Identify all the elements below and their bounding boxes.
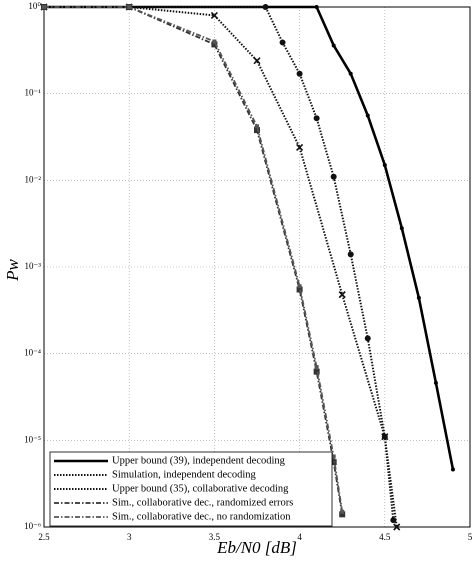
marker — [365, 113, 370, 118]
x-tick-label: 4 — [297, 532, 302, 542]
marker — [339, 511, 346, 518]
x-tick-label: 4.5 — [379, 532, 391, 542]
legend-label: Sim., collaborative dec., no randomizati… — [112, 511, 291, 522]
marker — [296, 70, 303, 77]
x-tick-label: 3 — [127, 532, 132, 542]
plot-layer — [40, 3, 455, 531]
series-line — [44, 6, 398, 528]
x-tick-label: 2.5 — [38, 532, 50, 542]
legend-label: Sim., collaborative dec., randomized err… — [112, 497, 293, 508]
marker — [314, 5, 319, 9]
marker — [262, 4, 269, 10]
marker — [255, 124, 259, 129]
y-tick-label: 10⁻² — [25, 174, 42, 184]
marker — [364, 335, 371, 342]
series-line — [44, 6, 344, 515]
y-axis-label: Pw — [3, 258, 22, 281]
marker — [450, 467, 455, 472]
marker — [254, 127, 260, 134]
x-tick-label: 3.5 — [209, 532, 221, 542]
series-line — [44, 6, 395, 521]
y-tick-label: 10⁻⁵ — [24, 434, 41, 444]
y-tick-label: 10⁻⁴ — [24, 348, 41, 358]
marker — [297, 284, 302, 289]
marker — [393, 523, 401, 531]
marker — [211, 41, 218, 48]
marker — [348, 71, 353, 76]
legend-label: Simulation, independent decoding — [112, 469, 257, 480]
marker — [340, 509, 345, 514]
x-tick-label: 5 — [468, 532, 473, 542]
marker — [210, 11, 218, 19]
marker — [296, 286, 303, 293]
legend-label: Upper bound (35), collaborative decoding — [112, 483, 289, 494]
y-tick-label: 10⁻¹ — [25, 88, 42, 98]
y-tick-label: 10⁻³ — [25, 261, 42, 271]
marker — [313, 368, 320, 375]
marker — [331, 43, 336, 48]
marker — [279, 39, 286, 46]
x-axis-label: Eb/N0 [dB] — [216, 538, 297, 557]
marker — [347, 251, 354, 258]
legend-label: Upper bound (39), independent decoding — [112, 455, 286, 466]
marker — [338, 291, 346, 299]
marker — [399, 226, 404, 231]
marker — [253, 57, 261, 65]
y-tick-label: 10⁻⁶ — [24, 521, 41, 531]
marker — [42, 5, 46, 9]
marker — [330, 173, 337, 180]
marker — [127, 5, 132, 9]
series-line — [44, 6, 344, 512]
marker — [313, 115, 320, 122]
marker — [382, 163, 387, 168]
marker — [314, 365, 319, 370]
y-tick-label: 10⁰ — [28, 1, 41, 11]
marker — [416, 295, 421, 300]
marker — [381, 433, 388, 440]
marker — [433, 380, 438, 385]
marker — [296, 143, 304, 151]
marker — [212, 39, 217, 44]
marker — [331, 454, 336, 459]
marker — [390, 517, 397, 524]
